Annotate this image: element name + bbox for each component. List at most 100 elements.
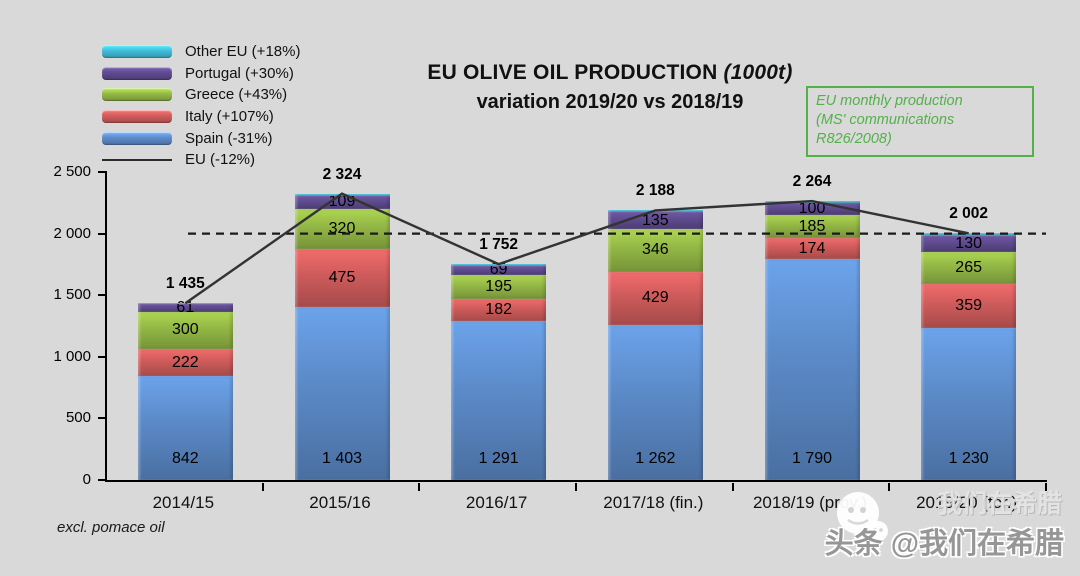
bar-segment-portugal [451, 266, 547, 275]
bar-segment-portugal [294, 195, 390, 210]
x-axis-tick [261, 482, 264, 491]
bar-segment-other_eu [137, 303, 233, 305]
bar-value-label: 1 403 [321, 450, 363, 467]
footnote: excl. pomace oil [57, 519, 165, 536]
y-axis-tick-label: 2 000 [53, 224, 91, 242]
eu-line-overlay [184, 192, 1046, 305]
watermark-ghost-text: 我们在希腊 [936, 490, 1062, 518]
y-axis-tick [98, 294, 107, 297]
legend-label: Greece (+43%) [185, 86, 288, 104]
bar-value-label: 195 [485, 277, 512, 295]
bar-value-label: 130 [955, 234, 982, 252]
bar-segment-spain [764, 259, 860, 480]
bar-segment-spain [921, 328, 1017, 480]
legend-color-swatch [102, 66, 172, 80]
watermark: 我们在希腊 头条 @我们在希腊 [794, 490, 1064, 564]
legend-color-swatch [102, 110, 172, 124]
title-main-text: OLIVE OIL PRODUCTION [463, 61, 718, 84]
legend-item-portugal: Portugal (+30%) [102, 63, 300, 85]
annotation-line: EU monthly production [816, 93, 963, 109]
bar-segment-italy [294, 248, 390, 308]
bar-segment-italy [137, 348, 233, 377]
bar-segment-portugal [921, 235, 1017, 252]
bar-value-label: 842 [171, 450, 199, 467]
bar-total-label: 2 264 [792, 173, 832, 191]
legend-color-swatch [102, 88, 172, 102]
x-axis-tick [731, 482, 734, 491]
x-axis-labels: 2014/15 2015/16 2016/17 2017/18 (fin.) 2018/… [105, 493, 1045, 517]
bar-total-label: 1 435 [165, 275, 205, 293]
bar-value-label: 100 [798, 200, 826, 218]
bar-segment-portugal [137, 304, 233, 312]
bar-segment-italy [921, 284, 1017, 329]
bar-segment-greece [607, 229, 703, 272]
legend-label: Spain (-31%) [185, 129, 273, 147]
bar-segment-spain [137, 376, 233, 480]
watermark-text: 头条 @我们在希腊 [824, 528, 1064, 560]
bar-total-label: 1 752 [479, 236, 519, 254]
x-axis-label: 2016/17 [465, 493, 528, 512]
legend-label: Other EU (+18%) [185, 43, 301, 61]
legend-label: EU (-12%) [185, 151, 256, 169]
y-axis-tick-label: 500 [65, 409, 91, 427]
annotation-box: EU monthly production (MS' communication… [806, 86, 1034, 157]
bar-segment-greece [921, 251, 1017, 285]
chart-title-block: EU OLIVE OIL PRODUCTION (1000t) variation … [320, 60, 900, 115]
bar-segment-greece [137, 311, 233, 349]
x-axis-label: 2019/20 (for.) [916, 493, 1018, 512]
y-axis-tick-label: 1 500 [53, 286, 91, 304]
chart-title: EU OLIVE OIL PRODUCTION (1000t) [320, 60, 900, 86]
bar-value-label: 359 [955, 297, 982, 315]
y-axis-tick [98, 417, 107, 420]
y-axis-tick [98, 479, 107, 481]
plot-area: 0 500 1 000 1 500 2 000 2 500 842 222 300 61 1 435… [53, 163, 1047, 491]
bar-segment-greece [764, 215, 860, 239]
bar-value-label: 475 [328, 268, 356, 286]
bar-segment-italy [607, 271, 703, 325]
title-bold-prefix: EU [427, 61, 457, 84]
legend-color-swatch [102, 131, 172, 145]
bar-value-label: 222 [171, 353, 199, 371]
bar-value-label: 185 [798, 217, 826, 235]
bar-segment-italy [764, 238, 860, 260]
x-axis-label: 2017/18 (fin.) [603, 493, 704, 512]
x-axis-tick [418, 482, 421, 491]
bar-value-label: 182 [485, 300, 512, 318]
annotation-line: (MS' communications [816, 112, 955, 128]
x-axis-tick [888, 482, 891, 491]
bar-total-label: 2 002 [949, 205, 989, 223]
y-axis-tick [98, 355, 107, 358]
y-axis-tick-label: 2 500 [53, 163, 91, 180]
y-axis-tick [98, 232, 107, 235]
bar-segment-italy [451, 298, 547, 321]
bar-segment-other_eu [921, 233, 1017, 236]
x-axis-tick [1045, 482, 1047, 491]
bar-total-label: 2 188 [635, 182, 675, 200]
title-unit: (1000t) [723, 61, 793, 84]
bar-value-label: 265 [955, 258, 982, 276]
legend-label: Portugal (+30%) [185, 64, 294, 82]
bar-value-label: 174 [798, 239, 826, 257]
bar-value-label: 429 [641, 289, 669, 307]
x-axis-label: 2014/15 [152, 493, 215, 512]
legend-item-italy: Italy (+107%) [102, 106, 300, 128]
eu-total-line [184, 192, 969, 305]
annotation-line: R826/2008) [816, 131, 892, 147]
legend-item-eu: EU (-12%) [102, 149, 300, 171]
bar-value-label: 1 790 [791, 450, 833, 467]
bar-value-label: 1 262 [635, 450, 676, 467]
bar-segment-spain [451, 320, 547, 480]
y-axis-tick [98, 171, 107, 173]
bar-segment-spain [607, 324, 703, 480]
y-axis-tick-label: 0 [82, 471, 91, 488]
bar-value-label: 346 [641, 241, 669, 259]
bar-segment-greece [451, 274, 547, 299]
bar-segment-spain [294, 307, 390, 480]
legend-label: Italy (+107%) [185, 108, 274, 126]
bar-value-label: 1 291 [478, 450, 519, 467]
legend-item-greece: Greece (+43%) [102, 84, 300, 106]
y-axis-tick-label: 1 000 [53, 347, 91, 365]
legend-line-swatch [102, 158, 172, 161]
chart-legend: Other EU (+18%) Portugal (+30%) Greece (+4… [102, 41, 300, 171]
